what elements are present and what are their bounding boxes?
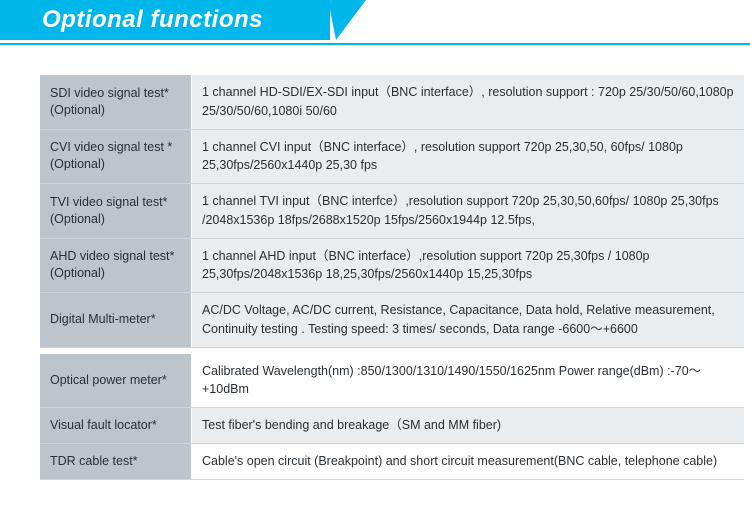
spec-value: 1 channel CVI input（BNC interface）, reso… — [192, 130, 744, 184]
spec-label: Visual fault locator* — [40, 408, 192, 443]
spec-label: TDR cable test* — [40, 444, 192, 479]
page-title: Optional functions — [0, 6, 263, 34]
table-row: TVI video signal test* (Optional) 1 chan… — [40, 184, 744, 239]
table-row: TDR cable test* Cable's open circuit (Br… — [40, 444, 744, 480]
header-underline — [0, 43, 750, 45]
spec-value: 1 channel HD-SDI/EX-SDI input（BNC interf… — [192, 75, 744, 129]
table-row: Visual fault locator* Test fiber's bendi… — [40, 408, 744, 444]
spec-label: SDI video signal test* (Optional) — [40, 75, 192, 129]
table-row: Optical power meter* Calibrated Waveleng… — [40, 354, 744, 409]
spec-label: TVI video signal test* (Optional) — [40, 184, 192, 238]
spec-value: 1 channel TVI input（BNC interfce）,resolu… — [192, 184, 744, 238]
table-row: SDI video signal test* (Optional) 1 chan… — [40, 75, 744, 130]
table-row: Digital Multi-meter* AC/DC Voltage, AC/D… — [40, 293, 744, 348]
spec-value: Calibrated Wavelength(nm) :850/1300/1310… — [192, 354, 744, 408]
spec-label: AHD video signal test* (Optional) — [40, 239, 192, 293]
spec-label: CVI video signal test * (Optional) — [40, 130, 192, 184]
spec-value: Cable's open circuit (Breakpoint) and sh… — [192, 444, 744, 479]
spec-value: AC/DC Voltage, AC/DC current, Resistance… — [192, 293, 744, 347]
header-chevron-2 — [328, 0, 366, 40]
spec-value: Test fiber's bending and breakage（SM and… — [192, 408, 744, 443]
spec-table: SDI video signal test* (Optional) 1 chan… — [40, 75, 744, 480]
table-row: AHD video signal test* (Optional) 1 chan… — [40, 239, 744, 294]
header-band: Optional functions — [0, 0, 750, 40]
spec-label: Optical power meter* — [40, 354, 192, 408]
header-tail-bg — [330, 0, 750, 40]
table-row: CVI video signal test * (Optional) 1 cha… — [40, 130, 744, 185]
header-chevron-1 — [300, 0, 330, 40]
spec-value: 1 channel AHD input（BNC interface）,resol… — [192, 239, 744, 293]
spec-label: Digital Multi-meter* — [40, 293, 192, 347]
